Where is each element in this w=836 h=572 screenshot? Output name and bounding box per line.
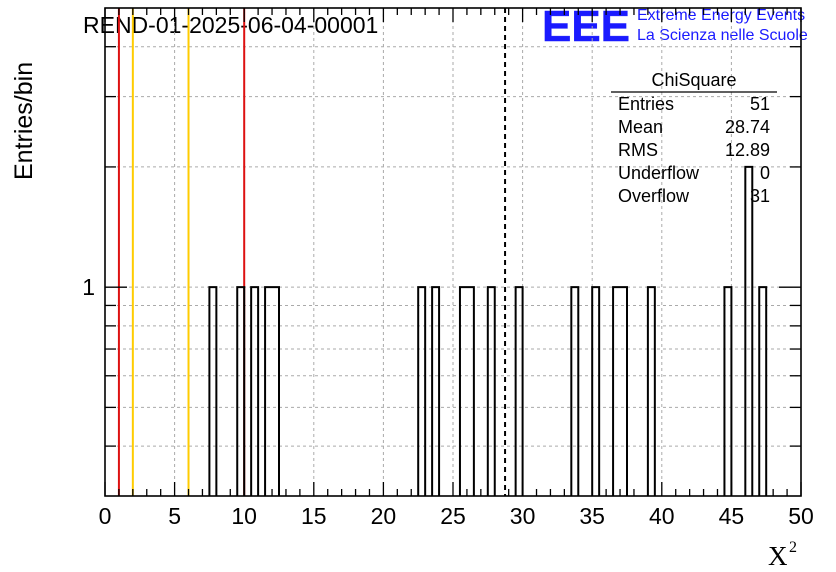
x-tick-label: 5 (168, 503, 181, 529)
logo-mark: EEE (542, 2, 630, 51)
stats-label: Underflow (618, 163, 700, 183)
y-axis-label: Entries/bin (10, 62, 38, 180)
x-axis-label-sup: 2 (789, 539, 797, 556)
histogram-bar (264, 286, 280, 496)
stats-title: ChiSquare (651, 70, 736, 90)
x-axis-label-main: X (768, 541, 788, 571)
x-tick-label: 0 (99, 503, 112, 529)
eee-logo: EEE Extreme Energy Events La Scienza nel… (542, 2, 808, 52)
histogram-bar (612, 286, 628, 496)
histogram-bar (646, 286, 656, 496)
stats-value: 12.89 (725, 140, 770, 160)
histogram-bar (236, 286, 246, 496)
histogram-bar (723, 286, 733, 496)
x-tick-label: 50 (788, 503, 814, 529)
histogram-bar (431, 286, 441, 496)
x-tick-label: 35 (579, 503, 605, 529)
histogram-bar (250, 286, 260, 496)
stats-label: Mean (618, 117, 663, 137)
histogram-bar (758, 286, 768, 496)
axis-ticks: 0 5 10 15 20 25 30 35 40 45 501 (82, 8, 814, 529)
stats-label: Entries (618, 94, 674, 114)
histogram-bar (458, 286, 475, 496)
histogram-bar (744, 165, 754, 496)
chart-title: REND-01-2025-06-04-00001 (83, 12, 378, 38)
logo-line1: Extreme Energy Events (637, 7, 805, 24)
stats-box: ChiSquare Entries 51 Mean 28.74 RMS 12.89 Unde… (611, 70, 777, 206)
histogram-bar (570, 286, 580, 496)
histogram-bar (591, 286, 601, 496)
histogram-bar (208, 286, 218, 496)
x-tick-label: 10 (231, 503, 257, 529)
histogram-bars (208, 165, 768, 496)
x-tick-label: 20 (371, 503, 397, 529)
histogram-bar (486, 286, 496, 496)
grid (105, 8, 801, 496)
stats-value: 28.74 (725, 117, 770, 137)
logo-line2: La Scienza nelle Scuole (637, 27, 808, 44)
stats-value: 31 (750, 186, 770, 206)
stats-value: 0 (760, 163, 770, 183)
x-tick-label: 25 (440, 503, 466, 529)
y-tick-label: 1 (82, 274, 95, 300)
stats-value: 51 (750, 94, 770, 114)
x-tick-label: 45 (719, 503, 745, 529)
x-axis-label: X 2 (768, 539, 797, 571)
histogram-bar (417, 286, 427, 496)
x-tick-label: 30 (510, 503, 536, 529)
stats-label: Overflow (618, 186, 690, 206)
stats-label: RMS (618, 140, 658, 160)
reference-lines (117, 8, 507, 496)
x-tick-label: 15 (301, 503, 327, 529)
x-tick-label: 40 (649, 503, 675, 529)
histogram-bar (514, 286, 524, 496)
